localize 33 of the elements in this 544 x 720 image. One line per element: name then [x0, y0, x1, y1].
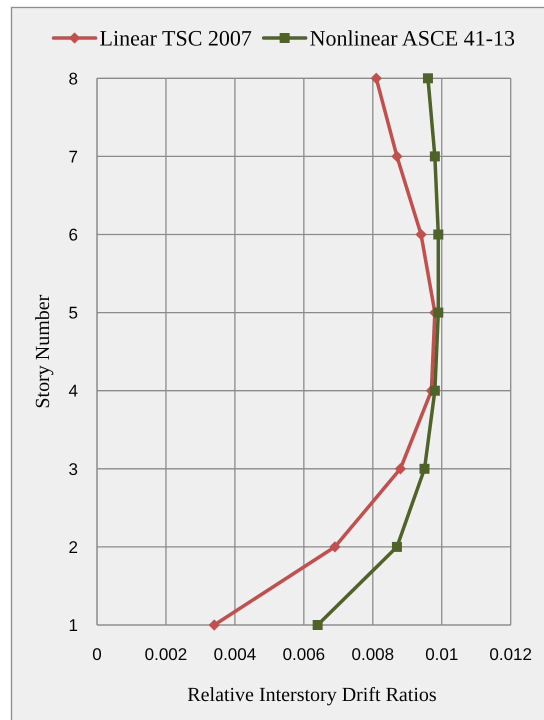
point	[430, 386, 440, 396]
point	[433, 230, 444, 240]
y-tick-label: 3	[68, 460, 78, 479]
x-tick-label: 0.006	[282, 644, 326, 664]
x-axis-title: Relative Interstory Drift Ratios	[187, 684, 437, 706]
point	[430, 151, 440, 162]
x-tick-label: 0.004	[214, 644, 256, 664]
y-tick-label: 6	[68, 225, 78, 244]
point	[392, 542, 402, 552]
point	[394, 463, 406, 474]
point	[391, 150, 403, 162]
y-axis-title: Story Number	[32, 294, 54, 409]
y-tick-label: 1	[68, 616, 78, 635]
y-tick-label: 8	[68, 69, 78, 88]
x-tick-label: 0.01	[425, 644, 458, 664]
point	[433, 308, 444, 318]
x-tick-label: 0	[92, 644, 102, 664]
point	[422, 73, 433, 84]
y-tick-label: 7	[68, 147, 78, 166]
y-tick-label: 5	[68, 304, 78, 323]
legend-label: Linear TSC 2007	[100, 26, 252, 51]
point	[208, 619, 220, 631]
y-tick-label: 2	[68, 538, 78, 557]
point	[329, 541, 341, 553]
point	[415, 228, 427, 240]
point	[312, 620, 323, 630]
x-tick-label: 0.002	[144, 644, 188, 664]
x-tick-label: 0.008	[352, 644, 394, 664]
point	[420, 464, 430, 474]
point	[370, 72, 382, 84]
x-tick-label: 0.012	[489, 644, 532, 664]
legend-label: Nonlinear ASCE 41-13	[310, 26, 515, 51]
y-tick-label: 4	[68, 382, 78, 401]
